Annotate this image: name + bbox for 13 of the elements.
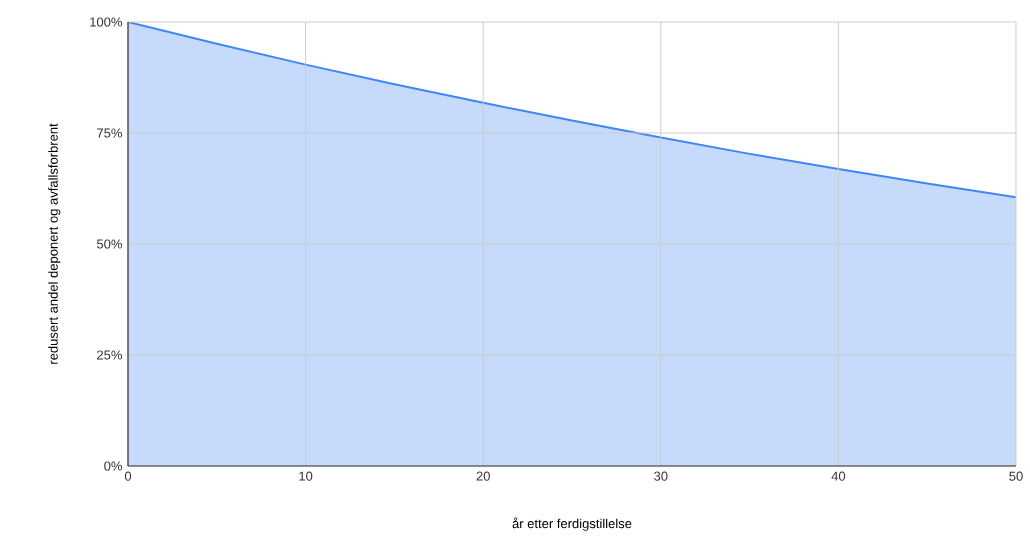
y-tick-label: 50% [96, 239, 123, 249]
y-tick-label: 0% [104, 461, 123, 471]
y-tick-label: 100% [90, 17, 123, 27]
x-tick-label: 30 [654, 471, 668, 481]
x-tick-label: 50 [1009, 471, 1023, 481]
x-tick-label: 20 [476, 471, 490, 481]
x-axis-title: år etter ferdigstillelse [512, 517, 632, 531]
y-tick-label: 25% [97, 350, 123, 360]
x-tick-label: 10 [299, 471, 313, 481]
x-tick-label: 0 [124, 471, 132, 481]
x-tick-label: 40 [831, 471, 846, 481]
y-tick-label: 75% [97, 128, 123, 138]
y-axis-title: redusert andel deponert og avfallsforbrent [48, 123, 61, 364]
